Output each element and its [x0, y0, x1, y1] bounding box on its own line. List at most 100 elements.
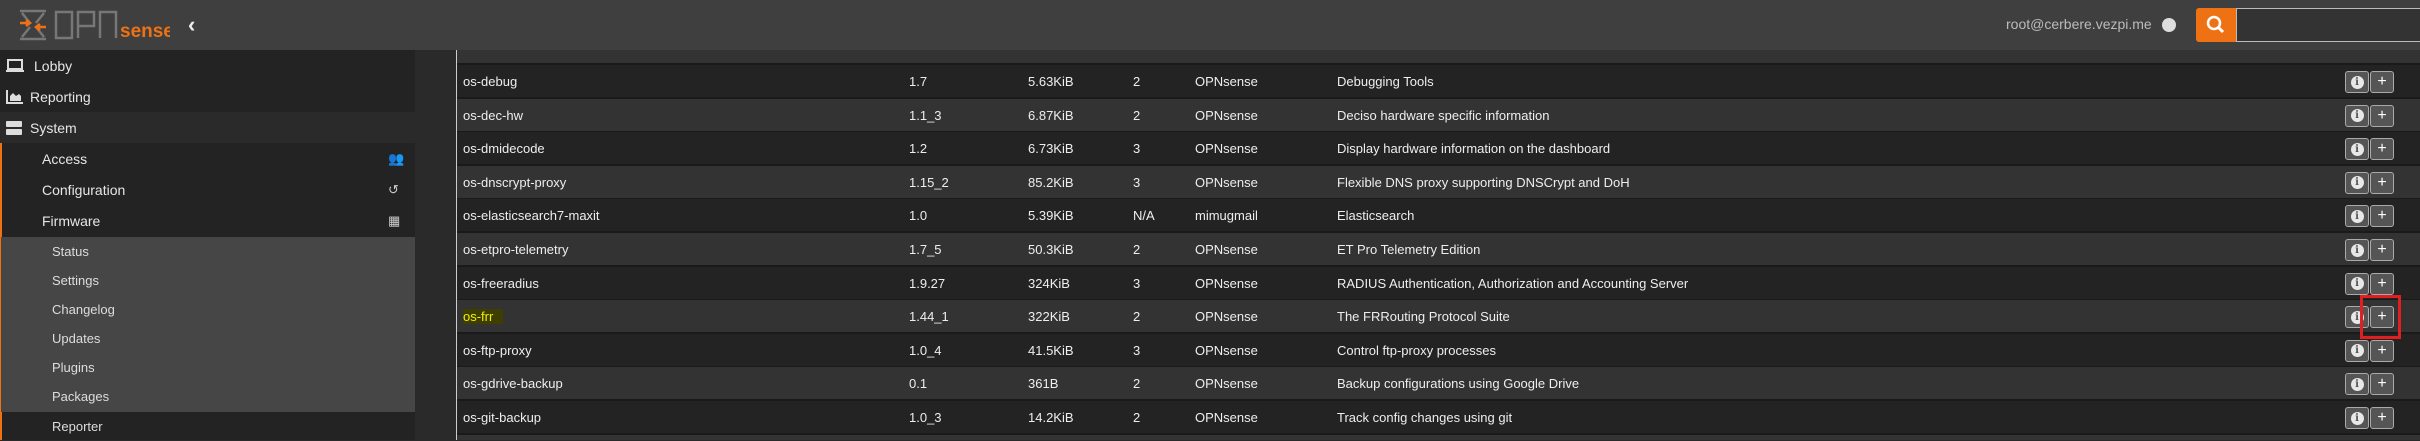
info-icon: i [2350, 209, 2364, 223]
cell-comment: RADIUS Authentication, Authorization and… [1337, 275, 1689, 291]
cell-version: 1.2 [909, 141, 928, 157]
cell-repository: OPNsense [1195, 107, 1258, 123]
install-button[interactable]: + [2370, 239, 2394, 261]
cell-comment: ET Pro Telemetry Edition [1337, 242, 1481, 257]
install-button[interactable]: + [2370, 339, 2394, 362]
info-button[interactable]: i [2345, 239, 2369, 261]
plus-icon: + [2377, 341, 2387, 359]
submenu-item-reporter[interactable]: Reporter [0, 412, 415, 441]
submenu-item-changelog[interactable]: Changelog [0, 295, 415, 324]
info-icon: i [2350, 411, 2364, 425]
install-button[interactable]: + [2370, 71, 2394, 93]
cell-size: 322KiB [1028, 309, 1070, 325]
cell-repository: OPNsense [1195, 141, 1258, 157]
install-button[interactable]: + [2370, 306, 2394, 329]
cell-size: 41.5KiB [1028, 342, 1074, 358]
install-button[interactable]: + [2370, 138, 2394, 161]
install-button[interactable]: + [2370, 407, 2394, 429]
submenu-item-updates[interactable]: Updates [0, 324, 415, 353]
cell-comment: Flexible DNS proxy supporting DNSCrypt a… [1337, 174, 1630, 190]
cell-tier: 2 [1133, 410, 1141, 425]
sidebar: Lobby Reporting System Access 👥 Configur… [0, 50, 415, 440]
cell-tier: 2 [1133, 309, 1141, 325]
submenu-item-packages[interactable]: Packages [0, 382, 415, 411]
plus-icon: + [2377, 241, 2387, 258]
cell-version: 1.9.27 [909, 275, 946, 291]
sidebar-item-label: Configuration [42, 181, 126, 198]
info-button[interactable]: i [2345, 339, 2369, 362]
cell-comment: Elasticsearch [1337, 208, 1415, 224]
sidebar-item-label: Lobby [34, 57, 73, 74]
cell-name: os-git-backup [463, 410, 542, 425]
collapse-sidebar-button[interactable]: ‹ [188, 12, 196, 37]
install-button[interactable]: + [2370, 373, 2394, 396]
info-button[interactable]: i [2345, 171, 2369, 194]
cell-repository: OPNsense [1195, 410, 1258, 425]
firmware-submenu [1, 237, 415, 412]
search-button[interactable] [2196, 8, 2236, 42]
install-button[interactable]: + [2370, 205, 2394, 228]
cell-size: 324KiB [1028, 275, 1070, 291]
info-icon: i [2350, 109, 2364, 123]
sidebar-item-system[interactable]: System [0, 112, 415, 143]
info-button[interactable]: i [2345, 104, 2369, 127]
opnsense-logo[interactable]: sense [18, 9, 170, 41]
user-label[interactable]: root@cerbere.vezpi.me [2006, 16, 2152, 32]
sidebar-item-label: Reporting [30, 88, 91, 105]
submenu-label: Plugins [52, 360, 95, 375]
plugins-table: os-debug 1.7 5.63KiB 2 OPNsense Debugging Too… [456, 31, 2420, 440]
area-chart-icon [6, 89, 23, 104]
table-row: os-git-backup 1.0_3 14.2KiB 2 OPNsense Track … [457, 401, 2420, 435]
plus-icon: + [2377, 173, 2387, 191]
cell-name: os-freeradius [463, 275, 539, 291]
table-row: os-dmidecode 1.2 6.73KiB 3 OPNsense Display h… [457, 132, 2420, 167]
cell-repository: OPNsense [1195, 275, 1258, 291]
submenu-label: Settings [52, 273, 99, 288]
sidebar-item-lobby[interactable]: Lobby [0, 50, 415, 81]
cell-size: 6.73KiB [1028, 141, 1074, 157]
cell-name: os-ftp-proxy [463, 342, 532, 358]
cell-version: 1.15_2 [909, 174, 949, 190]
info-button[interactable]: i [2345, 272, 2369, 295]
plus-icon: + [2377, 409, 2387, 426]
cell-repository: mimugmail [1195, 208, 1258, 224]
submenu-item-plugins[interactable]: Plugins [0, 353, 415, 382]
install-button[interactable]: + [2370, 272, 2394, 295]
info-icon: i [2350, 75, 2364, 89]
plus-icon: + [2377, 207, 2387, 225]
sidebar-item-access[interactable]: Access 👥 [0, 143, 415, 174]
plus-icon: + [2377, 308, 2387, 326]
info-button[interactable]: i [2345, 407, 2369, 429]
info-button[interactable]: i [2345, 373, 2369, 396]
cell-version: 0.1 [909, 376, 928, 392]
cell-repository: OPNsense [1195, 342, 1258, 358]
cell-name: os-debug [463, 74, 518, 89]
cell-name: os-dec-hw [463, 107, 523, 123]
cell-comment: Control ftp-proxy processes [1337, 342, 1496, 358]
info-icon: i [2350, 142, 2364, 156]
info-button[interactable]: i [2345, 71, 2369, 93]
plus-icon: + [2377, 106, 2387, 124]
info-icon: i [2350, 243, 2364, 257]
cell-version: 1.1_3 [909, 107, 942, 123]
highlight-annotation [2360, 295, 2401, 339]
table-row: os-gdrive-backup 0.1 361B 2 OPNsense Backup c… [457, 367, 2420, 402]
install-button[interactable]: + [2370, 171, 2394, 194]
install-button[interactable]: + [2370, 104, 2394, 127]
search-input[interactable] [2236, 8, 2420, 42]
table-row: os-frr 1.44_1 322KiB 2 OPNsense The FRRouting… [457, 300, 2420, 335]
submenu-label: Status [52, 244, 89, 259]
top-bar: sense ‹ root@cerbere.vezpi.me [0, 0, 2420, 50]
sidebar-item-firmware[interactable]: Firmware ▦ [0, 205, 415, 236]
submenu-item-status[interactable]: Status [0, 237, 415, 266]
cell-version: 1.0_4 [909, 342, 942, 358]
cell-repository: OPNsense [1195, 309, 1258, 325]
cell-repository: OPNsense [1195, 242, 1258, 257]
sidebar-item-reporting[interactable]: Reporting [0, 81, 415, 112]
cell-tier: 3 [1133, 174, 1141, 190]
cell-size: 50.3KiB [1028, 242, 1074, 257]
info-button[interactable]: i [2345, 205, 2369, 228]
submenu-item-settings[interactable]: Settings [0, 266, 415, 295]
info-button[interactable]: i [2345, 138, 2369, 161]
sidebar-item-configuration[interactable]: Configuration ↺ [0, 174, 415, 205]
